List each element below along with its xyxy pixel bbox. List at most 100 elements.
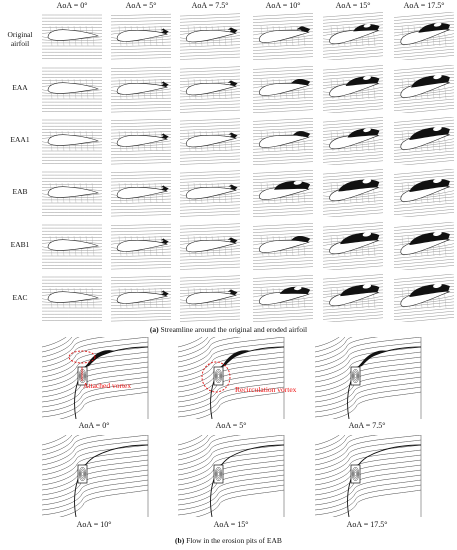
streamline xyxy=(315,449,422,481)
streamline xyxy=(180,13,240,17)
panel-b-caption-text: Flow in the erosion pits of EAB xyxy=(184,536,282,545)
streamline xyxy=(394,276,454,283)
streamline xyxy=(180,179,240,183)
streamline xyxy=(180,22,240,26)
streamline xyxy=(42,337,72,353)
streamline xyxy=(111,288,171,291)
streamline xyxy=(111,38,171,42)
streamline-plot xyxy=(180,170,240,217)
streamline-cell-eaa1-3 xyxy=(253,117,313,165)
streamline-plot xyxy=(180,118,240,165)
pit-flow-plot xyxy=(42,435,149,517)
streamline xyxy=(111,153,171,155)
streamline xyxy=(315,366,422,398)
streamline xyxy=(315,435,345,451)
streamline xyxy=(394,231,454,237)
separation-vortex xyxy=(345,76,380,86)
streamline-plot xyxy=(111,13,171,60)
streamline xyxy=(315,341,422,373)
streamline xyxy=(323,151,383,157)
streamline-cell-eab1-5 xyxy=(394,222,454,270)
pit-swirl xyxy=(81,373,84,379)
streamline xyxy=(111,313,171,316)
streamline xyxy=(180,121,240,125)
streamline xyxy=(178,464,285,496)
streamline xyxy=(315,464,422,496)
streamline xyxy=(394,144,454,151)
streamline xyxy=(394,283,454,289)
streamline xyxy=(253,40,313,45)
airfoil-shape xyxy=(185,292,237,305)
streamline xyxy=(323,197,383,203)
column-header-aoa-5: AoA = 5° xyxy=(125,1,157,10)
streamline xyxy=(111,267,171,270)
streamline xyxy=(42,459,149,491)
streamline-cell-eaa1-2 xyxy=(180,117,240,165)
streamline xyxy=(327,108,383,113)
streamline-plot xyxy=(180,223,240,270)
pit-swirl xyxy=(81,471,84,477)
streamline xyxy=(178,341,285,373)
panel-a-caption: (a) Streamline around the original and e… xyxy=(0,325,457,334)
row-label-eaa1: EAA1 xyxy=(10,135,30,144)
airfoil-shape xyxy=(116,239,168,252)
streamline xyxy=(111,300,171,304)
streamline xyxy=(178,337,203,348)
panel-a-caption-letter: (a) xyxy=(149,325,159,334)
streamline-cell-eab1-3 xyxy=(253,222,313,270)
streamline xyxy=(111,159,171,162)
streamline xyxy=(323,71,383,77)
row-label-original-airfoil: Original airfoil xyxy=(7,30,33,48)
streamline xyxy=(323,253,383,259)
streamline xyxy=(180,207,240,211)
streamline xyxy=(394,74,454,80)
streamline xyxy=(42,39,102,41)
streamline xyxy=(253,106,313,110)
streamline xyxy=(180,47,240,51)
streamline-cell-eac-1 xyxy=(111,274,171,322)
streamline xyxy=(180,146,240,150)
streamline xyxy=(253,100,313,104)
streamline-cell-original-5 xyxy=(394,12,454,60)
streamline xyxy=(111,104,171,107)
streamline xyxy=(402,265,454,270)
streamline xyxy=(315,435,379,461)
pit-flow-aoa-17-5 xyxy=(315,435,423,517)
pit-label-aoa-17-5: AoA = 17.5° xyxy=(346,520,388,529)
streamline-plot xyxy=(253,118,313,165)
streamline xyxy=(180,306,240,310)
streamline xyxy=(323,169,383,175)
streamline xyxy=(111,227,171,229)
streamline-plot xyxy=(253,223,313,270)
streamline xyxy=(42,474,149,506)
streamline xyxy=(111,162,171,165)
airfoil-shape xyxy=(116,82,168,95)
streamline xyxy=(315,361,422,393)
streamline xyxy=(253,223,313,227)
attached-vortex-annotation: Attached vortex xyxy=(83,381,132,390)
streamline xyxy=(323,200,383,206)
pit-flow-aoa-0 xyxy=(42,337,150,419)
streamline xyxy=(42,341,149,373)
streamline xyxy=(394,209,454,215)
vortex-core xyxy=(293,180,302,185)
streamline xyxy=(111,233,171,236)
streamline xyxy=(315,454,422,486)
streamline xyxy=(111,107,171,110)
streamline xyxy=(180,176,240,180)
pit-swirl xyxy=(353,470,358,478)
streamline xyxy=(180,97,240,101)
streamline xyxy=(315,337,353,358)
streamline xyxy=(180,232,240,236)
streamline xyxy=(323,18,383,24)
streamline xyxy=(42,301,102,303)
streamline xyxy=(253,16,313,20)
streamline xyxy=(315,469,422,501)
streamline-plot xyxy=(323,169,383,217)
streamline xyxy=(394,117,454,123)
streamline xyxy=(253,210,313,214)
streamline xyxy=(253,318,313,322)
streamline-cell-eab-0 xyxy=(42,169,102,217)
streamline-cell-eab-5 xyxy=(394,169,454,217)
streamline xyxy=(111,205,171,207)
